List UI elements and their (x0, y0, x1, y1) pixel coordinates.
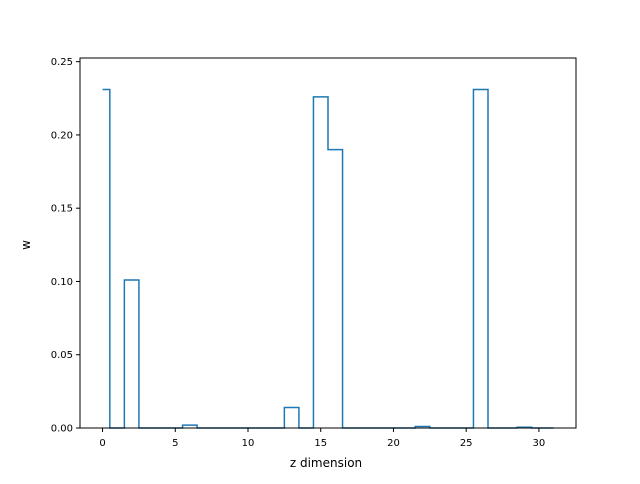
plot-area (102, 88, 554, 429)
y-tick-label: 0.20 (51, 130, 73, 141)
series-line-0 (102, 88, 554, 429)
x-tick-label: 15 (314, 438, 327, 449)
x-axis: 0 5 10 15 20 25 30 (99, 428, 545, 449)
y-tick-label: 0.05 (51, 350, 73, 361)
y-axis: 0.00 0.05 0.10 0.15 0.20 0.25 (51, 57, 80, 435)
x-tick-label: 0 (99, 438, 105, 449)
x-tick-label: 10 (242, 438, 255, 449)
y-tick-label: 0.10 (51, 277, 73, 288)
x-tick-label: 30 (533, 438, 546, 449)
x-tick-label: 5 (172, 438, 178, 449)
y-axis-label: w (19, 240, 33, 250)
y-tick-label: 0.25 (51, 57, 73, 68)
y-tick-label: 0.15 (51, 204, 73, 215)
x-axis-label: z dimension (290, 456, 362, 470)
x-tick-label: 25 (460, 438, 473, 449)
x-tick-label: 20 (387, 438, 400, 449)
plot-frame (79, 57, 577, 429)
y-tick-label: 0.00 (51, 424, 73, 435)
